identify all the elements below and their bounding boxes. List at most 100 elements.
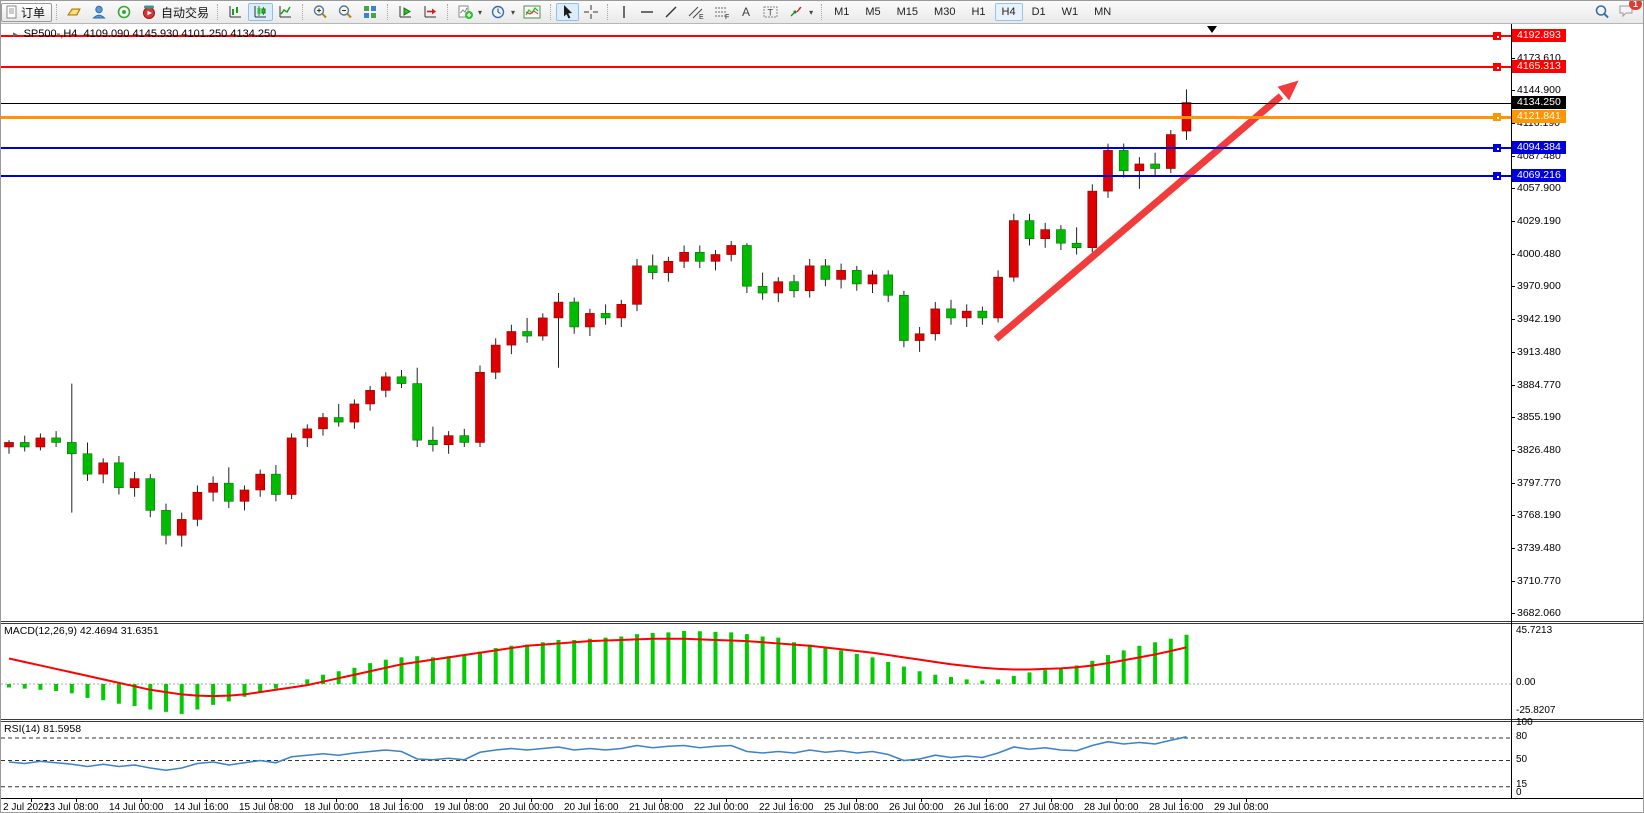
indicators-icon (458, 5, 474, 19)
candle-body (365, 390, 375, 405)
macd-values: 42.4694 31.6351 (79, 625, 159, 637)
time-axis[interactable] (1, 798, 1643, 812)
time-axis-tick (986, 798, 987, 802)
timeframe-button-mn[interactable]: MN (1094, 6, 1112, 18)
tile-windows-icon (364, 6, 377, 18)
ohlc-values: 4109.090 4145.930 4101.250 4134.250 (83, 28, 277, 40)
vertical-line-button[interactable] (613, 3, 635, 21)
level-handle[interactable] (1493, 144, 1501, 152)
signal-icon (117, 5, 131, 19)
zoom-out-icon (338, 5, 352, 19)
time-axis-label: 20 Jul 16:00 (564, 802, 619, 813)
crosshair-button[interactable] (579, 3, 603, 21)
trendline-button[interactable] (659, 3, 683, 21)
auto-trading-icon (143, 5, 156, 19)
price-level-line[interactable] (1, 66, 1511, 68)
notifications-button[interactable]: 1 (1618, 1, 1642, 22)
candle-body (1008, 220, 1019, 278)
bar-chart-button[interactable] (223, 3, 248, 21)
new-order-button[interactable]: 订单 (1, 2, 53, 22)
auto-scroll-button[interactable] (393, 3, 418, 21)
chart-shift-button[interactable] (418, 3, 443, 21)
signal-button[interactable] (112, 3, 137, 21)
level-handle[interactable] (1493, 172, 1501, 180)
candle-body (600, 313, 611, 319)
gold-ingot-button[interactable] (62, 3, 87, 21)
panel-divider[interactable] (1, 719, 1643, 722)
price-level-line[interactable] (1, 147, 1511, 149)
time-axis-label: 22 Jul 16:00 (759, 802, 814, 813)
fibonacci-icon: F (715, 7, 729, 20)
price-tick-label: 3739.480 (1511, 542, 1561, 554)
timeframe-button-m15[interactable]: M15 (896, 6, 919, 18)
indicators-button[interactable]: ▾ (453, 3, 486, 21)
bar-chart-icon (229, 6, 242, 18)
candle-body (51, 437, 61, 443)
line-chart-button[interactable] (273, 3, 298, 21)
main-toolbar: 订单 自动交易 (1, 1, 1643, 24)
timeframe-button-m30[interactable]: M30 (934, 6, 956, 18)
timeframe-button-h4[interactable]: H4 (994, 3, 1023, 21)
candle-body (1040, 229, 1050, 239)
chart-template-button[interactable] (519, 3, 546, 21)
profile-icon (92, 5, 106, 19)
candle-body (836, 270, 846, 280)
time-axis-label: 21 Jul 08:00 (629, 802, 684, 813)
panel-divider[interactable] (1, 621, 1643, 624)
text-label-button[interactable]: T (758, 3, 784, 21)
rsi-axis-label: 50 (1516, 754, 1528, 765)
text-button[interactable]: A (735, 3, 758, 21)
cursor-button[interactable] (556, 3, 580, 21)
text-label-icon: T (763, 6, 778, 18)
shapes-button[interactable]: ▾ (784, 3, 817, 21)
candle-body (522, 331, 532, 337)
auto-trading-label: 自动交易 (161, 5, 210, 20)
period-caret-icon: ▾ (511, 7, 516, 17)
level-handle[interactable] (1493, 63, 1501, 71)
timeframe-button-d1[interactable]: D1 (1031, 6, 1046, 18)
candlestick-chart-button[interactable] (248, 3, 274, 21)
time-axis-label: 26 Jul 16:00 (954, 802, 1009, 813)
toolbar-separator (387, 4, 389, 20)
candle-body (1166, 134, 1176, 169)
candle-body (271, 473, 281, 495)
candle-body (537, 317, 548, 337)
zoom-out-button[interactable] (333, 3, 358, 21)
search-icon[interactable] (1594, 4, 1610, 20)
time-axis-label: 2 Jul 2022 (3, 802, 50, 813)
candle-body (946, 308, 956, 319)
horizontal-line-button[interactable] (635, 3, 659, 21)
auto-trading-button[interactable]: 自动交易 (137, 3, 213, 21)
level-handle[interactable] (1493, 32, 1501, 40)
candle-body (114, 462, 124, 489)
tile-windows-button[interactable] (358, 3, 383, 21)
current-price-line[interactable] (1, 103, 1511, 104)
candle-body (224, 482, 234, 502)
toolbar-separator (56, 4, 58, 20)
candle-body (742, 245, 752, 287)
time-axis-label: 27 Jul 08:00 (1019, 802, 1074, 813)
toolbar-separator (550, 4, 552, 20)
timeframe-button-m1[interactable]: M1 (834, 6, 850, 18)
timeframe-button-h1[interactable]: H1 (971, 6, 986, 18)
macd-axis-label: 0.00 (1516, 677, 1536, 688)
equidistant-channel-button[interactable]: E (683, 3, 709, 21)
trend-arrow[interactable] (993, 80, 1299, 342)
candle-body (161, 510, 171, 536)
price-level-line[interactable] (1, 35, 1511, 37)
time-axis-label: 14 Jul 16:00 (174, 802, 229, 813)
toolbar-separator (607, 4, 609, 20)
candle-body (443, 435, 454, 446)
zoom-in-button[interactable] (308, 3, 333, 21)
auto-scroll-icon (399, 6, 412, 18)
timeframe-button-m5[interactable]: M5 (865, 6, 881, 18)
fibonacci-button[interactable]: F (709, 3, 735, 21)
timeframe-button-w1[interactable]: W1 (1061, 6, 1079, 18)
level-handle[interactable] (1493, 113, 1501, 121)
chart-shift-marker[interactable] (1207, 26, 1217, 33)
price-level-line[interactable] (1, 175, 1511, 177)
profile-button[interactable] (87, 3, 112, 21)
period-clock-button[interactable]: ▾ (486, 3, 519, 21)
time-axis-tick (336, 798, 337, 802)
price-level-line[interactable] (1, 116, 1511, 119)
